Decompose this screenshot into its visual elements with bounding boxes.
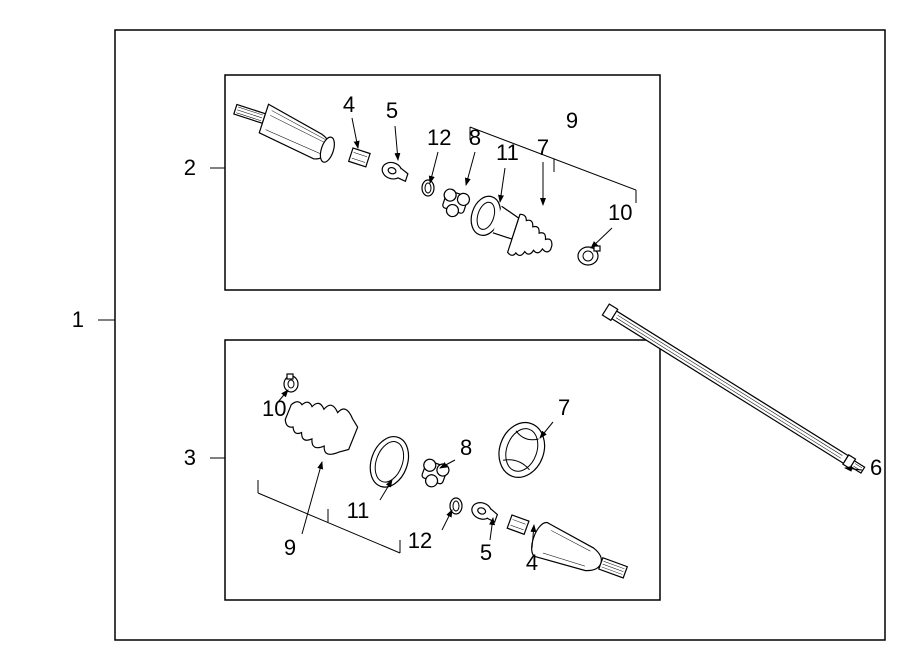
group-3-parts — [279, 374, 632, 587]
exploded-diagram: 1 2 3 4 5 12 8 11 7 10 9 6 10 7 8 11 12 … — [0, 0, 900, 661]
part-10-bottom — [284, 374, 298, 392]
part-7-bottom — [492, 416, 552, 484]
part-5-bottom — [470, 500, 500, 524]
part-8-top — [438, 188, 471, 221]
label-11b: 11 — [347, 498, 370, 523]
label-6: 6 — [870, 455, 882, 480]
part-5-top — [380, 160, 410, 183]
label-11a: 11 — [496, 140, 519, 165]
label-10b: 10 — [262, 396, 286, 421]
outer-joint-shaft — [228, 95, 341, 164]
outer-frame — [115, 30, 885, 640]
outer-joint-bottom — [528, 520, 632, 587]
label-5a: 5 — [386, 98, 398, 123]
label-4b: 4 — [526, 550, 538, 575]
label-3: 3 — [184, 445, 196, 470]
label-5b: 5 — [480, 540, 492, 565]
label-1: 1 — [72, 307, 84, 332]
part-4-bottom — [507, 515, 529, 534]
label-2: 2 — [184, 155, 196, 180]
group-2-parts — [228, 95, 600, 266]
label-12b: 12 — [408, 528, 432, 553]
label-9a: 9 — [566, 108, 578, 133]
bracket-9-top — [470, 127, 636, 203]
part-10-top — [578, 246, 600, 265]
label-8b: 8 — [460, 435, 472, 460]
label-10a: 10 — [608, 200, 632, 225]
part-11-bottom — [364, 431, 416, 492]
label-9b: 9 — [284, 535, 296, 560]
part-12-bottom — [450, 498, 462, 514]
boot-bottom — [279, 390, 362, 461]
boot-assembly-top — [463, 192, 560, 266]
label-12a: 12 — [427, 125, 451, 150]
bracket-9-bottom — [258, 480, 400, 553]
part-12-top — [422, 180, 434, 196]
label-8a: 8 — [469, 125, 481, 150]
label-4a: 4 — [343, 92, 355, 117]
part-8-bottom — [417, 458, 450, 491]
long-shaft — [602, 304, 866, 476]
part-4-top — [349, 148, 370, 167]
label-7a: 7 — [537, 135, 549, 160]
label-7b: 7 — [558, 395, 570, 420]
